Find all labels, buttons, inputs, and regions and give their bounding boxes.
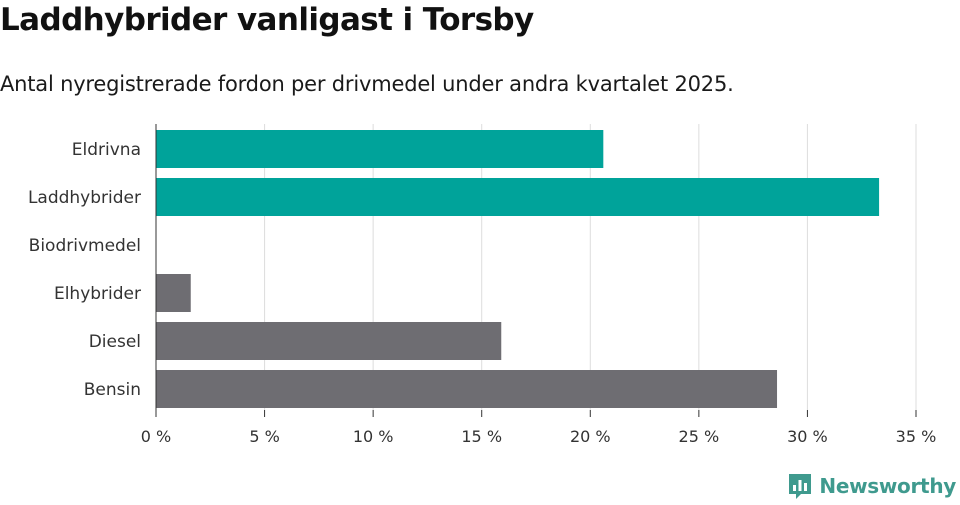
category-label: Diesel xyxy=(89,332,141,352)
bar-chart: Eldrivna Laddhybrider Biodrivmedel Elhybrid… xyxy=(28,124,937,446)
x-tick-label: 35 % xyxy=(896,427,937,446)
grid-lines xyxy=(264,124,917,410)
bar-bensin[interactable] xyxy=(156,370,778,408)
chart-subtitle: Antal nyregistrerade fordon per drivmede… xyxy=(0,72,734,96)
bars xyxy=(156,130,880,408)
x-axis: 0 % 5 % 10 % 15 % 20 % 25 % 30 % 35 % xyxy=(141,124,937,446)
x-tick-label: 25 % xyxy=(679,427,720,446)
x-tick-label: 5 % xyxy=(249,427,279,446)
category-label: Elhybrider xyxy=(54,284,141,304)
category-label: Eldrivna xyxy=(72,140,141,160)
x-tick-label: 0 % xyxy=(141,427,171,446)
chart-title: Laddhybrider vanligast i Torsby xyxy=(0,2,534,38)
category-label: Biodrivmedel xyxy=(29,236,141,256)
category-labels: Eldrivna Laddhybrider Biodrivmedel Elhybrid… xyxy=(28,140,141,400)
newsworthy-logo[interactable]: Newsworthy xyxy=(787,471,956,501)
bar-elhybrider[interactable] xyxy=(156,274,191,312)
brand-name: Newsworthy xyxy=(819,474,956,498)
x-tick-label: 20 % xyxy=(570,427,611,446)
category-label: Laddhybrider xyxy=(28,188,141,208)
category-label: Bensin xyxy=(84,380,141,400)
x-tick-label: 30 % xyxy=(787,427,828,446)
bar-eldrivna[interactable] xyxy=(156,130,604,168)
newsworthy-chart-icon xyxy=(789,474,812,499)
bar-diesel[interactable] xyxy=(156,322,502,360)
x-tick-label: 10 % xyxy=(353,427,394,446)
bar-laddhybrider[interactable] xyxy=(156,178,880,216)
x-tick-label: 15 % xyxy=(461,427,502,446)
